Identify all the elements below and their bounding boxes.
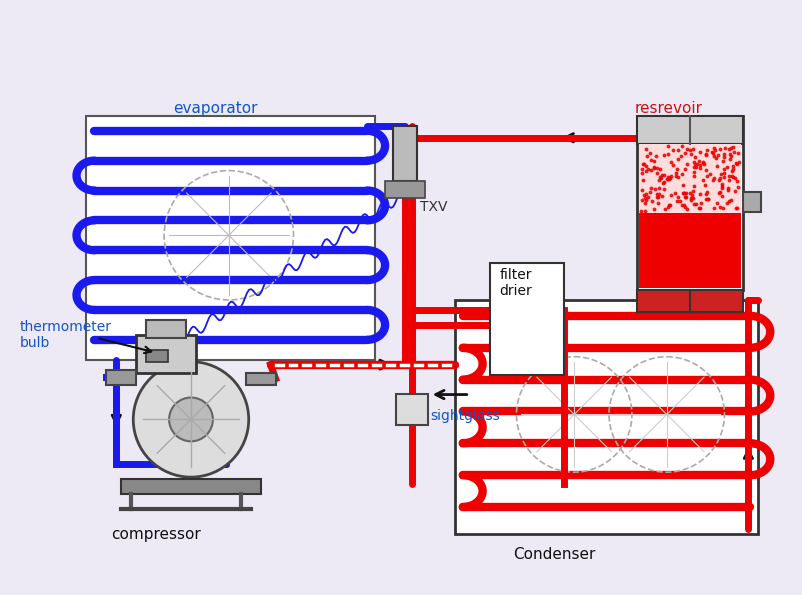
Bar	[146, 320, 186, 338]
Text: resrevoir: resrevoir	[634, 101, 702, 116]
Bar	[638, 214, 740, 288]
Bar	[136, 335, 196, 372]
Bar	[106, 369, 136, 384]
Bar	[489, 263, 564, 375]
Bar	[636, 116, 743, 290]
Bar	[395, 393, 427, 425]
Bar	[743, 193, 760, 212]
Bar	[87, 116, 375, 360]
Bar	[454, 300, 757, 534]
Bar	[146, 350, 168, 362]
Bar	[385, 180, 424, 199]
Bar	[638, 144, 740, 214]
Text: thermometer
bulb: thermometer bulb	[20, 320, 111, 350]
Bar	[636, 290, 743, 312]
Text: sightglass: sightglass	[429, 409, 499, 424]
Text: filter
drier: filter drier	[499, 268, 532, 298]
Bar	[636, 116, 743, 144]
Bar	[392, 126, 416, 180]
Text: Condenser: Condenser	[512, 547, 595, 562]
Text: TXV: TXV	[419, 201, 447, 214]
Circle shape	[169, 397, 213, 441]
Text: evaporator: evaporator	[173, 101, 257, 116]
Circle shape	[133, 362, 249, 477]
Bar	[121, 479, 261, 494]
Bar	[245, 372, 275, 384]
Text: compressor: compressor	[111, 527, 200, 542]
